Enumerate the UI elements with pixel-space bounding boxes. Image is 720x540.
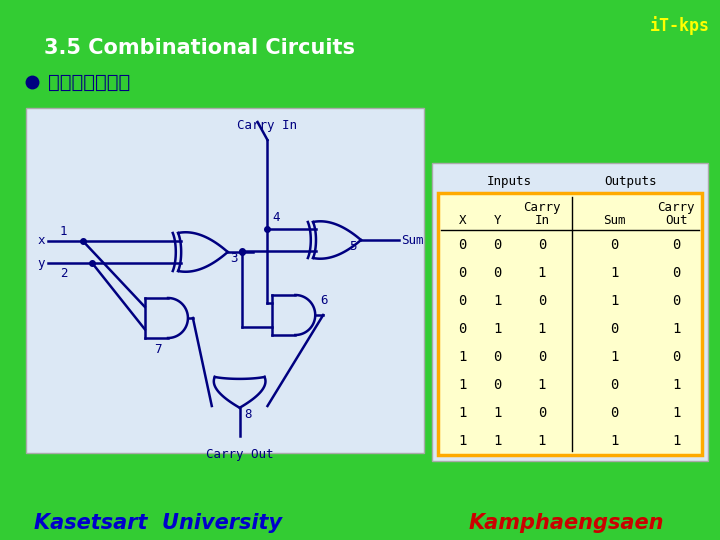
Text: 1: 1: [672, 378, 680, 392]
Text: 0: 0: [672, 350, 680, 364]
Text: 3.5 Combinational Circuits: 3.5 Combinational Circuits: [44, 38, 355, 58]
Text: y: y: [37, 257, 45, 270]
Text: 0: 0: [458, 294, 467, 308]
Bar: [431, 163, 708, 461]
Text: 0: 0: [458, 322, 467, 336]
Text: Carry Out: Carry Out: [206, 448, 274, 461]
Text: 0: 0: [538, 350, 546, 364]
Text: 0: 0: [493, 378, 501, 392]
Bar: [26, 108, 423, 453]
Text: 0: 0: [493, 238, 501, 252]
Text: 0: 0: [611, 322, 618, 336]
Bar: [438, 193, 702, 455]
Text: 1: 1: [458, 434, 467, 448]
Text: 4: 4: [272, 211, 280, 224]
Text: Sum: Sum: [603, 214, 626, 227]
Text: iT-kps: iT-kps: [650, 16, 710, 35]
Text: 1: 1: [611, 294, 618, 308]
Text: 0: 0: [493, 350, 501, 364]
Text: 0: 0: [672, 266, 680, 280]
Text: 1: 1: [60, 225, 67, 238]
Text: 0: 0: [538, 294, 546, 308]
Text: 0: 0: [672, 294, 680, 308]
Text: Out: Out: [665, 214, 688, 227]
Text: ทำไดดงน: ทำไดดงน: [48, 72, 130, 91]
Text: In: In: [534, 214, 549, 227]
Text: 0: 0: [611, 238, 618, 252]
Text: 1: 1: [672, 434, 680, 448]
Text: Y: Y: [493, 214, 501, 227]
Text: 1: 1: [611, 434, 618, 448]
Text: 3: 3: [230, 252, 238, 265]
Text: Carry In: Carry In: [238, 119, 297, 132]
Text: 6: 6: [320, 294, 328, 307]
Text: 1: 1: [458, 378, 467, 392]
Text: 7: 7: [154, 343, 162, 356]
Text: Kamphaengsaen: Kamphaengsaen: [468, 513, 664, 533]
Text: 1: 1: [458, 350, 467, 364]
Text: 0: 0: [538, 238, 546, 252]
Text: 1: 1: [538, 322, 546, 336]
Text: 0: 0: [493, 266, 501, 280]
Text: 1: 1: [493, 406, 501, 420]
Text: Outputs: Outputs: [604, 174, 657, 187]
Text: 0: 0: [458, 238, 467, 252]
Text: 0: 0: [611, 406, 618, 420]
Text: 1: 1: [458, 406, 467, 420]
Text: 1: 1: [493, 434, 501, 448]
Text: 2: 2: [60, 267, 67, 280]
Text: Carry: Carry: [523, 200, 561, 213]
Text: 5: 5: [349, 240, 356, 253]
Text: 1: 1: [672, 406, 680, 420]
Text: 1: 1: [672, 322, 680, 336]
Text: Sum: Sum: [401, 233, 423, 246]
Text: Carry: Carry: [657, 200, 695, 213]
Text: Kasetsart  University: Kasetsart University: [34, 513, 282, 533]
Text: 0: 0: [672, 238, 680, 252]
Text: 0: 0: [538, 406, 546, 420]
Text: 1: 1: [611, 266, 618, 280]
Text: 0: 0: [611, 378, 618, 392]
Text: X: X: [459, 214, 466, 227]
Text: 1: 1: [611, 350, 618, 364]
Text: x: x: [37, 234, 45, 247]
Text: 1: 1: [538, 266, 546, 280]
Text: 1: 1: [538, 434, 546, 448]
Text: 0: 0: [458, 266, 467, 280]
Text: 1: 1: [493, 294, 501, 308]
Text: 8: 8: [245, 408, 252, 421]
Text: Inputs: Inputs: [487, 174, 531, 187]
Text: 1: 1: [493, 322, 501, 336]
Text: 1: 1: [538, 378, 546, 392]
